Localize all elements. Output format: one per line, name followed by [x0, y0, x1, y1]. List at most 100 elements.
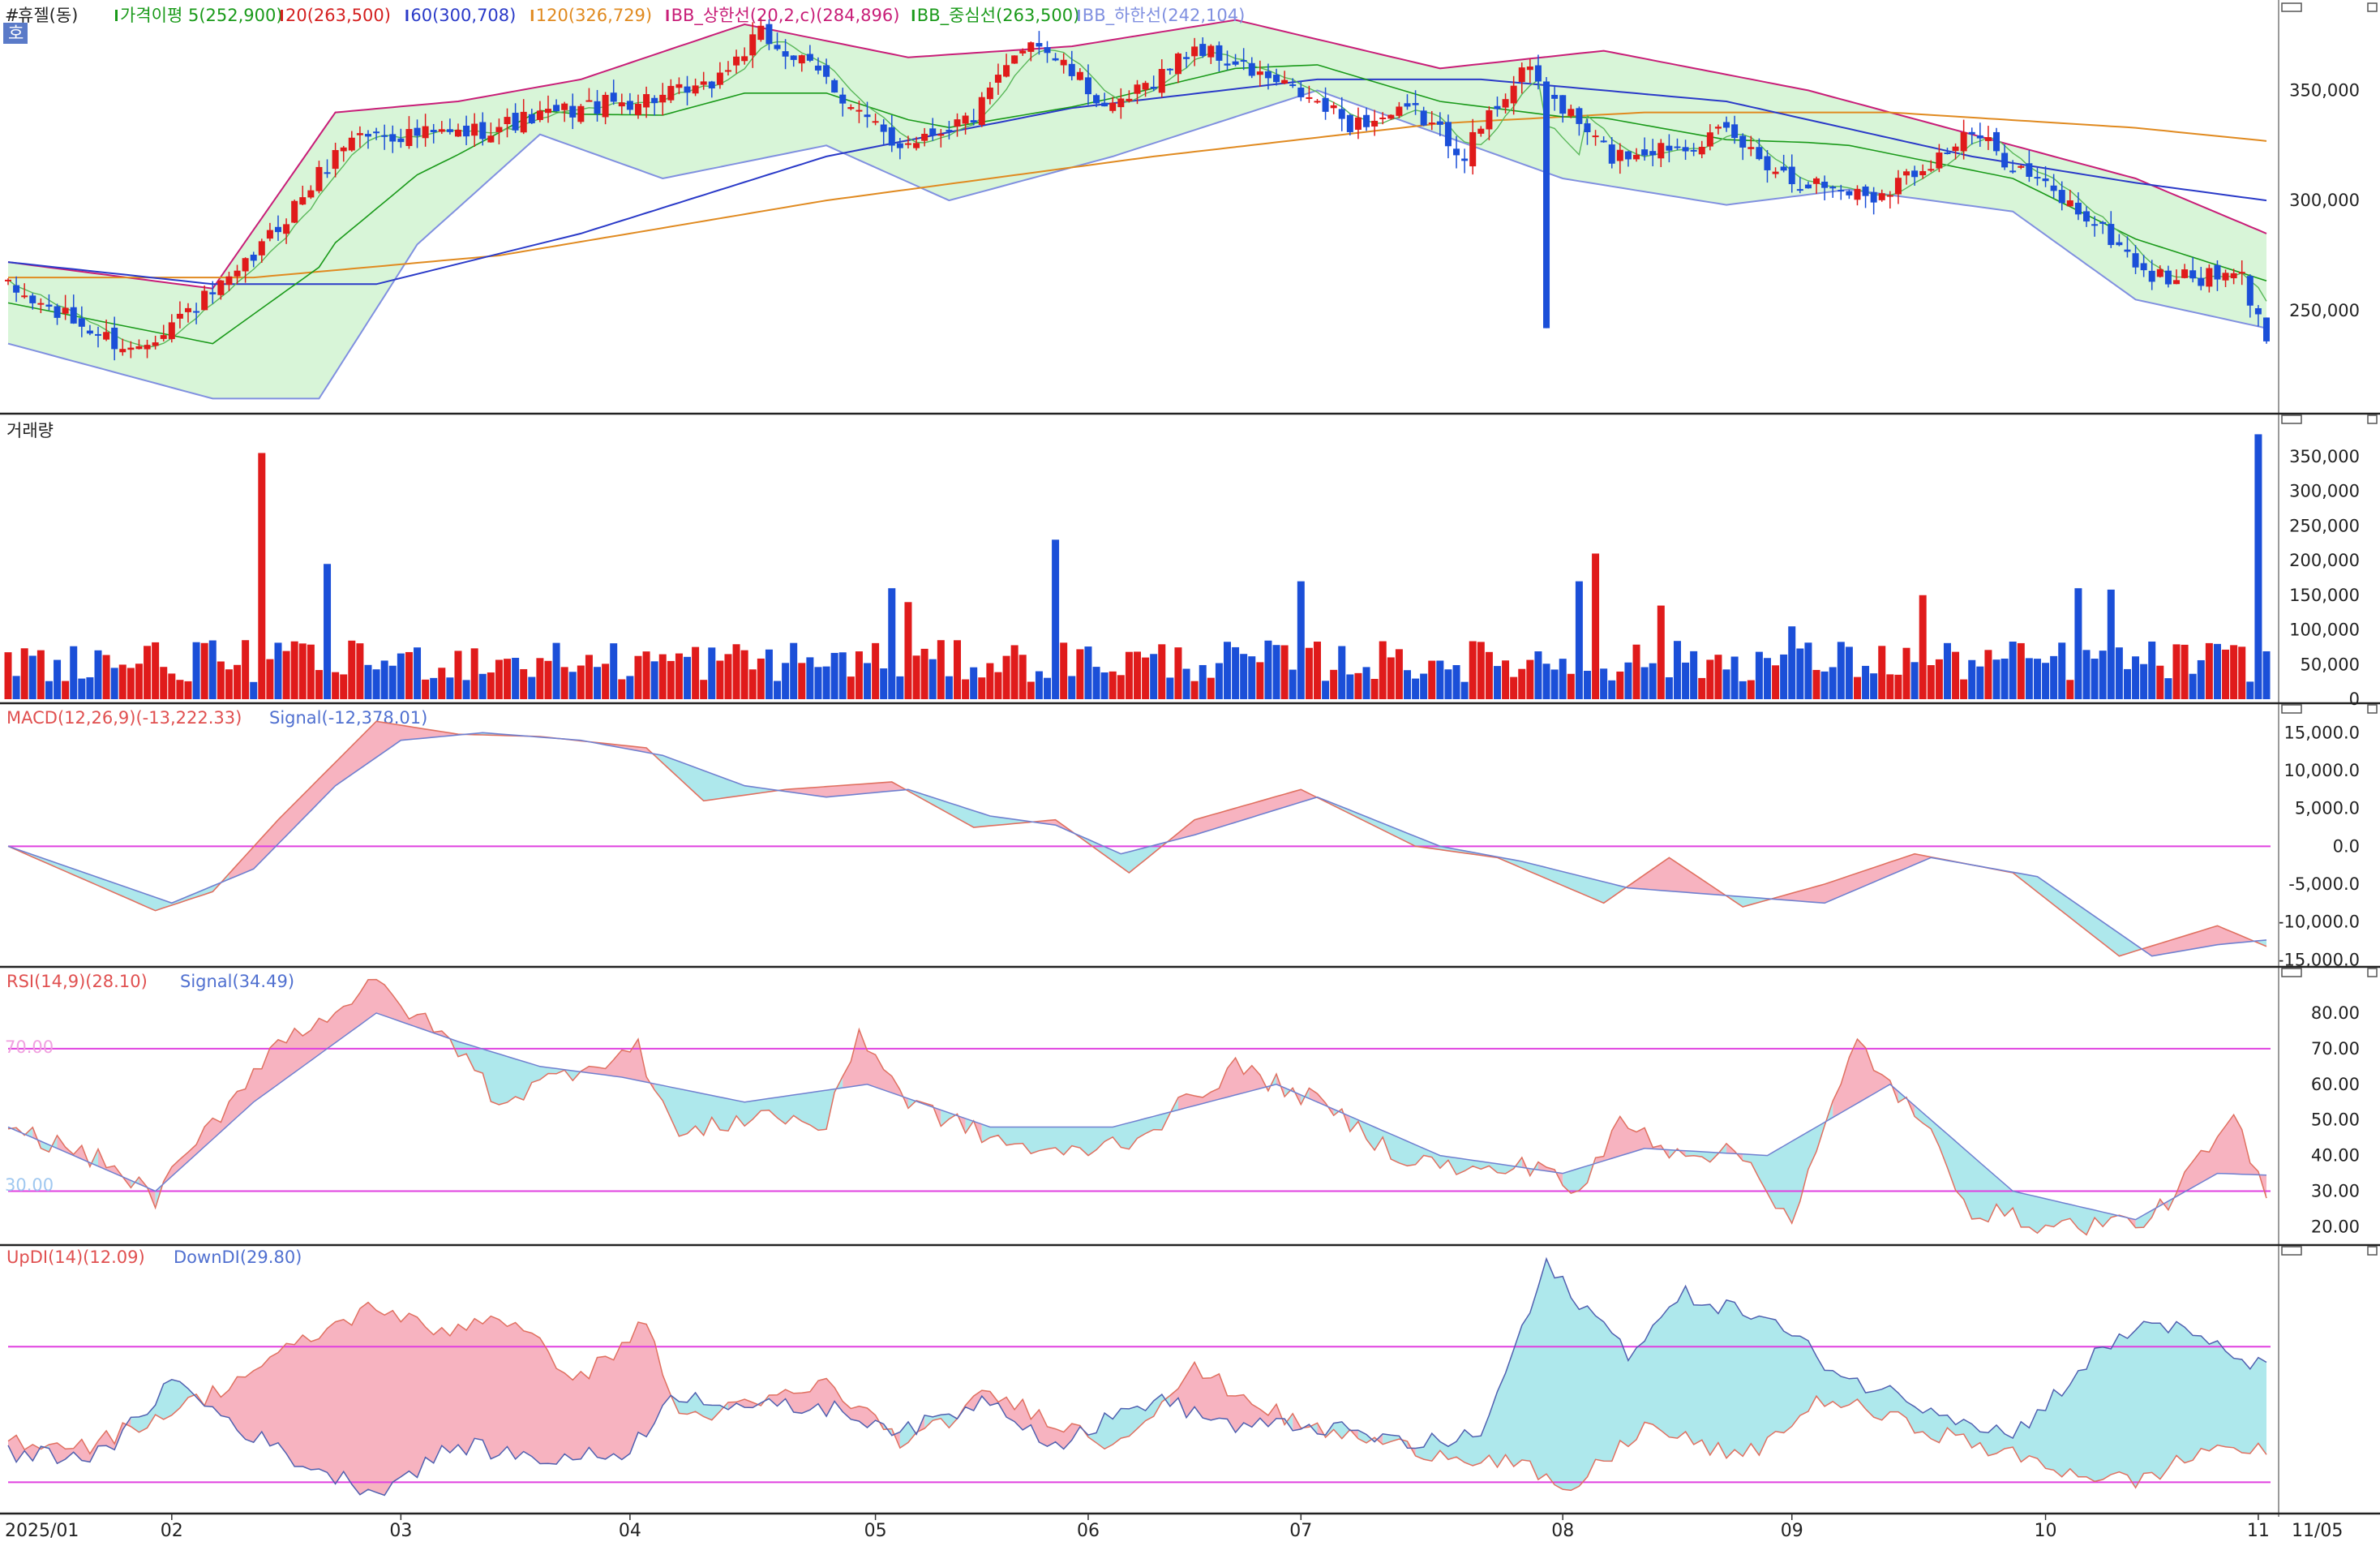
volume-bar[interactable] — [462, 680, 470, 699]
candle-body[interactable] — [209, 292, 217, 294]
candle-body[interactable] — [1633, 154, 1640, 160]
candle-body[interactable] — [1322, 97, 1329, 112]
candle-body[interactable] — [1150, 86, 1157, 89]
volume-bar[interactable] — [528, 676, 536, 699]
volume-bar[interactable] — [1264, 640, 1272, 699]
candle-body[interactable] — [626, 101, 633, 110]
volume-bar[interactable] — [127, 668, 135, 699]
volume-bar[interactable] — [757, 658, 765, 699]
volume-bar[interactable] — [765, 649, 773, 699]
candle-body[interactable] — [1960, 132, 1967, 152]
candle-body[interactable] — [1019, 50, 1027, 54]
candle-body[interactable] — [1224, 63, 1231, 66]
volume-bar[interactable] — [1190, 681, 1199, 699]
volume-bar[interactable] — [855, 651, 863, 699]
volume-bar[interactable] — [512, 657, 520, 699]
candle-body[interactable] — [1216, 45, 1223, 61]
volume-bar[interactable] — [520, 668, 528, 699]
candle-body[interactable] — [1207, 45, 1215, 58]
candle-body[interactable] — [774, 45, 781, 49]
candle-body[interactable] — [602, 94, 609, 118]
candle-body[interactable] — [1093, 95, 1100, 104]
volume-bar[interactable] — [2123, 668, 2131, 699]
volume-bar[interactable] — [928, 659, 937, 699]
volume-bar[interactable] — [1002, 655, 1010, 699]
candle-body[interactable] — [1166, 68, 1173, 71]
candle-body[interactable] — [1003, 65, 1010, 77]
panel-close-icon[interactable] — [2367, 968, 2378, 977]
volume-bar[interactable] — [144, 646, 152, 699]
candle-body[interactable] — [1363, 114, 1370, 127]
volume-bar[interactable] — [1927, 665, 1935, 699]
volume-bar[interactable] — [1649, 663, 1657, 699]
candle-body[interactable] — [1420, 110, 1427, 126]
candle-body[interactable] — [1894, 178, 1902, 195]
candle-body[interactable] — [234, 270, 241, 277]
candle-body[interactable] — [1387, 114, 1395, 119]
candle-body[interactable] — [1936, 152, 1943, 169]
volume-bar[interactable] — [1346, 674, 1354, 699]
volume-bar[interactable] — [1730, 656, 1739, 699]
volume-bar[interactable] — [2107, 589, 2115, 699]
candle-body[interactable] — [782, 51, 789, 57]
candle-body[interactable] — [1764, 156, 1771, 170]
candle-body[interactable] — [880, 124, 887, 132]
candle-body[interactable] — [872, 121, 879, 123]
candle-body[interactable] — [2001, 152, 2009, 168]
volume-bar[interactable] — [70, 646, 78, 699]
candle-body[interactable] — [1142, 83, 1149, 90]
candle-body[interactable] — [176, 313, 183, 319]
candle-body[interactable] — [1788, 166, 1795, 185]
candle-body[interactable] — [2091, 224, 2099, 226]
volume-bar[interactable] — [28, 655, 36, 699]
candle-body[interactable] — [119, 349, 127, 353]
candle-body[interactable] — [1878, 193, 1885, 200]
candle-body[interactable] — [1338, 109, 1345, 119]
candle-body[interactable] — [2058, 190, 2065, 204]
volume-bar[interactable] — [1232, 646, 1240, 699]
candle-body[interactable] — [479, 122, 487, 140]
volume-panel[interactable]: 거래량 350,000 300,000 250,000 200,000 150,000 1… — [4, 421, 2361, 709]
candle-body[interactable] — [1396, 106, 1403, 116]
volume-bar[interactable] — [1060, 642, 1068, 699]
candle-body[interactable] — [1174, 53, 1181, 75]
volume-bar[interactable] — [290, 641, 298, 699]
legend-item[interactable]: BB_상한선(20,2,c)(284,896) — [671, 6, 900, 26]
volume-bar[interactable] — [1485, 651, 1493, 699]
volume-bar[interactable] — [782, 663, 790, 699]
candle-body[interactable] — [1453, 148, 1460, 156]
volume-bar[interactable] — [1592, 553, 1600, 699]
candle-body[interactable] — [1036, 43, 1043, 47]
volume-bar[interactable] — [45, 681, 53, 699]
volume-bar[interactable] — [1322, 681, 1330, 699]
volume-bar[interactable] — [1395, 649, 1403, 699]
volume-bar[interactable] — [504, 659, 512, 699]
candle-body[interactable] — [103, 332, 110, 340]
volume-bar[interactable] — [610, 643, 618, 699]
volume-bar[interactable] — [1820, 671, 1829, 699]
candle-body[interactable] — [1698, 147, 1705, 155]
volume-bar[interactable] — [945, 676, 953, 699]
volume-bar[interactable] — [978, 677, 986, 699]
candle-body[interactable] — [1723, 122, 1730, 128]
candle-body[interactable] — [438, 129, 445, 132]
volume-bar[interactable] — [1992, 659, 2000, 699]
candle-body[interactable] — [2042, 178, 2049, 182]
candle-body[interactable] — [1584, 123, 1591, 132]
candle-body[interactable] — [144, 345, 151, 350]
volume-bar[interactable] — [495, 659, 503, 699]
candle-body[interactable] — [1044, 47, 1051, 54]
candle-body[interactable] — [1739, 135, 1747, 148]
candle-body[interactable] — [1240, 60, 1247, 62]
candle-body[interactable] — [2132, 253, 2139, 268]
volume-bar[interactable] — [1502, 660, 1510, 699]
candle-body[interactable] — [356, 133, 363, 135]
volume-bar[interactable] — [1477, 642, 1485, 699]
volume-bar[interactable] — [430, 677, 438, 699]
legend-item[interactable]: 20(263,500) — [285, 6, 391, 25]
volume-bar[interactable] — [1387, 657, 1395, 699]
volume-bar[interactable] — [1600, 668, 1608, 699]
candle-body[interactable] — [299, 197, 307, 205]
volume-bar[interactable] — [2033, 659, 2041, 699]
volume-bar[interactable] — [1550, 669, 1559, 699]
